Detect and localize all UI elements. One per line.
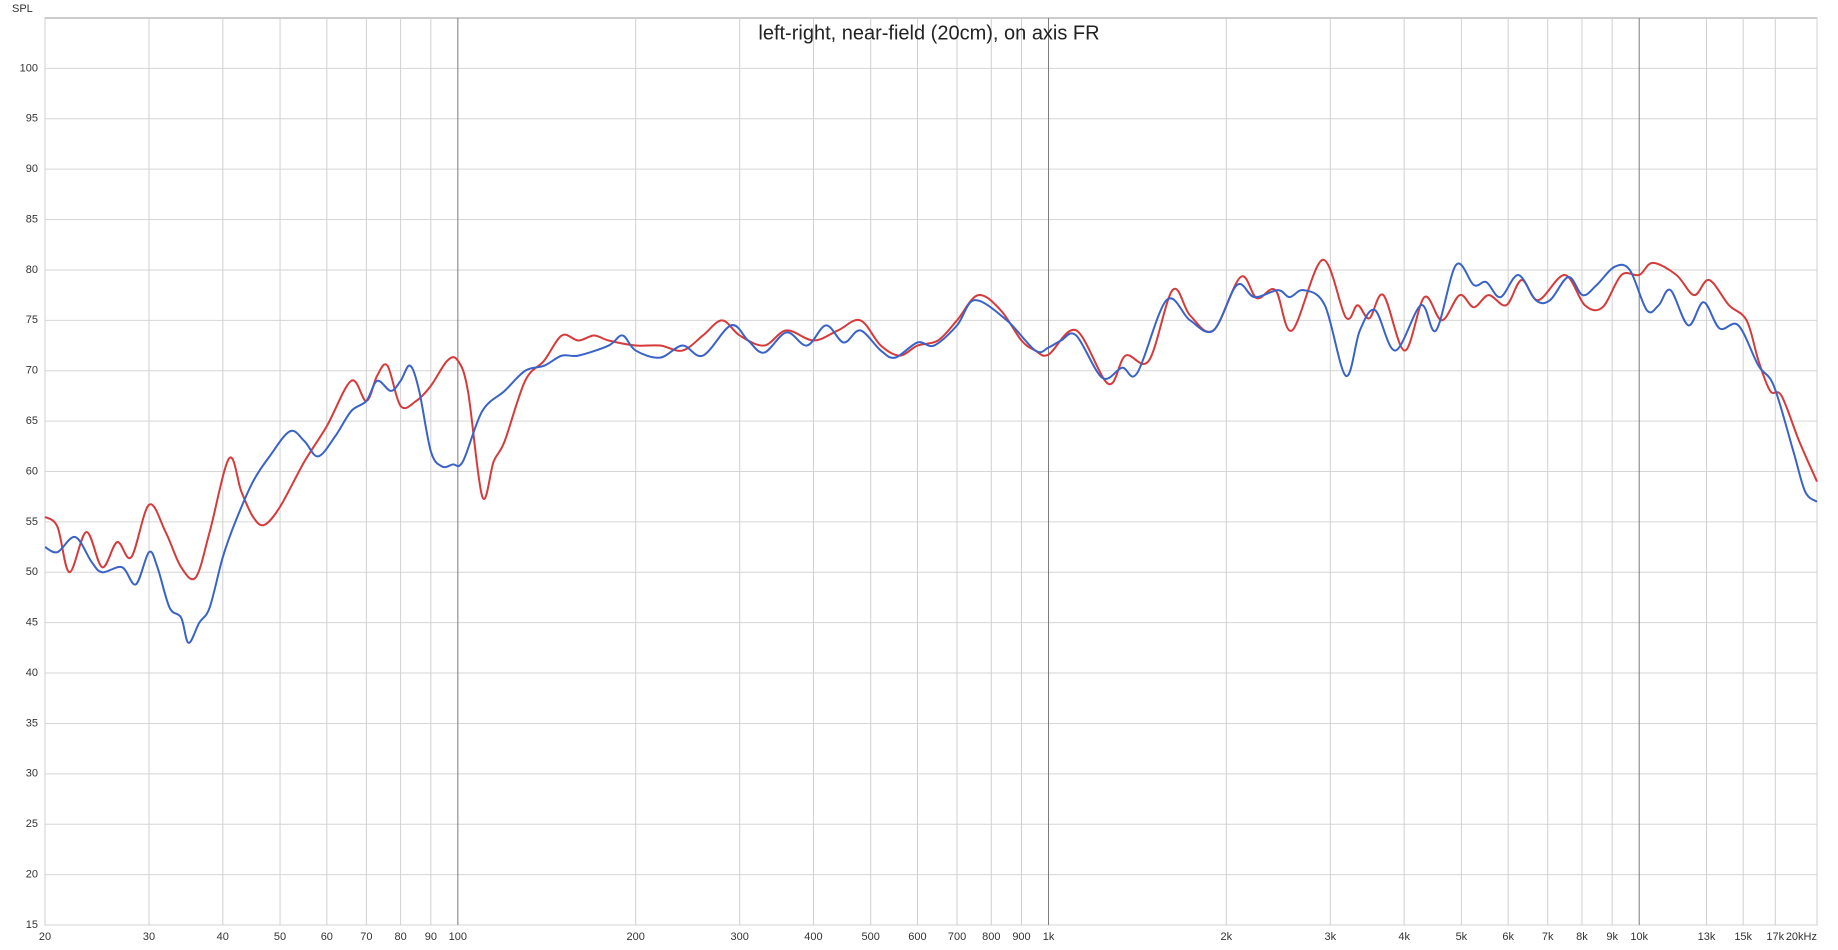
x-tick-label: 5k [1456, 931, 1468, 943]
x-tick-label: 20 [39, 931, 51, 943]
x-tick-label: 90 [425, 931, 437, 943]
x-tick-label: 60 [321, 931, 333, 943]
y-tick-label: 85 [26, 213, 38, 225]
x-tick-label: 10k [1630, 931, 1648, 943]
y-tick-label: 40 [26, 667, 38, 679]
y-tick-label: 60 [26, 465, 38, 477]
x-tick-label: 1k [1043, 931, 1055, 943]
y-tick-label: 100 [20, 62, 38, 74]
x-tick-label: 4k [1398, 931, 1410, 943]
y-tick-label: 35 [26, 717, 38, 729]
x-tick-label: 50 [274, 931, 286, 943]
x-tick-label: 500 [862, 931, 880, 943]
plot-lines [44, 258, 1818, 644]
y-tick-label: 90 [26, 163, 38, 175]
y-tick-label: 25 [26, 818, 38, 830]
y-tick-label: 70 [26, 365, 38, 377]
x-tick-label: 30 [143, 931, 155, 943]
x-tick-label: 3k [1325, 931, 1337, 943]
x-tick-label: 40 [217, 931, 229, 943]
x-tick-label: 200 [626, 931, 644, 943]
y-axis-label: SPL [12, 3, 33, 15]
y-tick-label: 20 [26, 869, 38, 881]
x-tick-label: 300 [730, 931, 748, 943]
x-tick-label: 7k [1542, 931, 1554, 943]
chart-title: left-right, near-field (20cm), on axis F… [758, 22, 1099, 44]
grid [44, 17, 1818, 926]
x-tick-label: 15k [1734, 931, 1752, 943]
x-tick-label: 70 [360, 931, 372, 943]
x-tick-label: 800 [982, 931, 1000, 943]
y-tick-label: 75 [26, 314, 38, 326]
x-tick-label: 9k [1606, 931, 1618, 943]
y-tick-label: 50 [26, 566, 38, 578]
x-tick-label: 100 [449, 931, 467, 943]
y-tick-label: 95 [26, 113, 38, 125]
x-tick-label: 400 [804, 931, 822, 943]
x-tick-label: 600 [908, 931, 926, 943]
x-tick-label: 17k [1766, 931, 1784, 943]
y-tick-label: 80 [26, 264, 38, 276]
y-tick-label: 30 [26, 768, 38, 780]
y-tick-label: 55 [26, 516, 38, 528]
x-tick-label: 2k [1221, 931, 1233, 943]
x-tick-label: 700 [948, 931, 966, 943]
frequency-response-line [44, 262, 1818, 644]
y-tick-label: 45 [26, 617, 38, 629]
x-tick-label: 13k [1698, 931, 1716, 943]
x-tick-label: 6k [1502, 931, 1514, 943]
y-tick-label: 65 [26, 415, 38, 427]
x-tick-label: 8k [1576, 931, 1588, 943]
y-tick-label: 15 [26, 919, 38, 931]
x-tick-label: 20kHz [1786, 931, 1817, 943]
x-tick-label: 900 [1012, 931, 1030, 943]
x-tick-label: 80 [394, 931, 406, 943]
